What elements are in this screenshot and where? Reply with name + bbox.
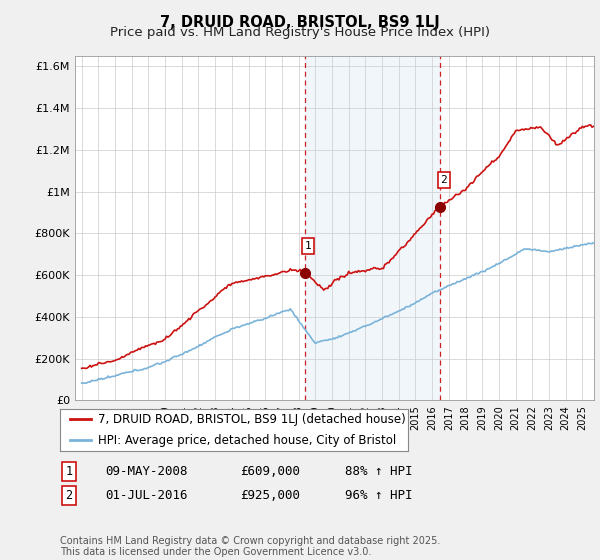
Text: Price paid vs. HM Land Registry's House Price Index (HPI): Price paid vs. HM Land Registry's House … xyxy=(110,26,490,39)
Text: 1: 1 xyxy=(65,465,73,478)
Text: 88% ↑ HPI: 88% ↑ HPI xyxy=(345,465,413,478)
Text: 09-MAY-2008: 09-MAY-2008 xyxy=(105,465,187,478)
Text: 2: 2 xyxy=(65,489,73,502)
Text: £609,000: £609,000 xyxy=(240,465,300,478)
Text: £925,000: £925,000 xyxy=(240,489,300,502)
Bar xyxy=(305,56,440,400)
Text: 2: 2 xyxy=(440,175,447,185)
Text: 1: 1 xyxy=(305,241,311,251)
Text: Contains HM Land Registry data © Crown copyright and database right 2025.
This d: Contains HM Land Registry data © Crown c… xyxy=(60,535,440,557)
Text: 7, DRUID ROAD, BRISTOL, BS9 1LJ: 7, DRUID ROAD, BRISTOL, BS9 1LJ xyxy=(160,15,440,30)
Text: 96% ↑ HPI: 96% ↑ HPI xyxy=(345,489,413,502)
Text: HPI: Average price, detached house, City of Bristol: HPI: Average price, detached house, City… xyxy=(98,434,397,447)
Text: 7, DRUID ROAD, BRISTOL, BS9 1LJ (detached house): 7, DRUID ROAD, BRISTOL, BS9 1LJ (detache… xyxy=(98,413,406,426)
Text: 01-JUL-2016: 01-JUL-2016 xyxy=(105,489,187,502)
